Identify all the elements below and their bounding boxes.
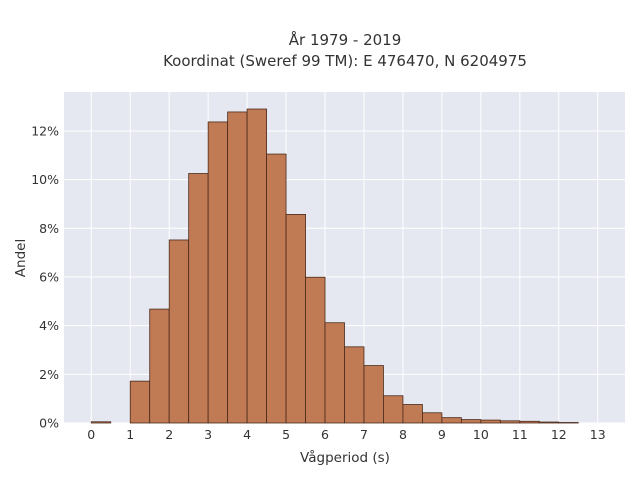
x-tick-label: 3 [204,427,212,442]
x-axis-label: Vågperiod (s) [300,449,390,466]
histogram-bar [460,419,482,424]
x-tick-label: 7 [360,427,368,442]
histogram-bar [285,214,306,424]
histogram-bar [168,239,190,424]
chart-title-line-1: År 1979 - 2019 [289,30,402,49]
y-axis-ticks: 0% 2% 4% 6% 8% 10% 12% [31,123,59,430]
y-tick-label: 12% [31,123,59,138]
x-tick-label: 10 [473,427,489,442]
x-tick-label: 6 [321,427,329,442]
histogram-bar [441,417,462,424]
histogram-bar [266,153,287,424]
x-tick-label: 1 [126,427,134,442]
y-axis-label: Andel [13,239,29,277]
x-tick-label: 12 [551,427,567,442]
x-tick-label: 2 [165,427,173,442]
histogram-bar [305,276,326,424]
y-tick-label: 10% [31,172,59,187]
histogram-bar [227,111,248,424]
x-tick-label: 0 [87,427,95,442]
histogram-bar [90,421,112,424]
y-tick-label: 6% [39,269,59,284]
x-tick-label: 5 [282,427,290,442]
x-tick-label: 8 [399,427,407,442]
histogram-bar [499,420,521,424]
y-tick-label: 0% [39,416,59,431]
histogram-bar [188,173,209,424]
histogram-bar [324,322,345,424]
y-tick-label: 2% [39,367,59,382]
y-tick-label: 4% [39,318,59,333]
histogram-bars [90,108,579,424]
histogram-bar [383,395,404,424]
x-tick-label: 11 [512,427,528,442]
histogram-bar [246,108,267,424]
y-tick-label: 8% [39,221,59,236]
histogram-bar [207,121,229,424]
x-tick-label: 9 [438,427,446,442]
x-axis-ticks: 0 1 2 3 4 5 6 7 8 9 10 11 12 13 [87,427,605,442]
histogram-bar [480,419,501,424]
histogram-bar [149,308,170,424]
histogram-bar [363,365,384,424]
histogram-bar [519,420,540,424]
histogram-bar [538,421,560,424]
chart-title-line-2: Koordinat (Sweref 99 TM): E 476470, N 62… [163,52,527,70]
x-tick-label: 13 [590,427,606,442]
histogram-bar [402,404,423,424]
x-tick-label: 4 [243,427,251,442]
histogram-bar [129,380,151,424]
histogram-bar [344,346,365,424]
histogram-bar [422,412,443,424]
